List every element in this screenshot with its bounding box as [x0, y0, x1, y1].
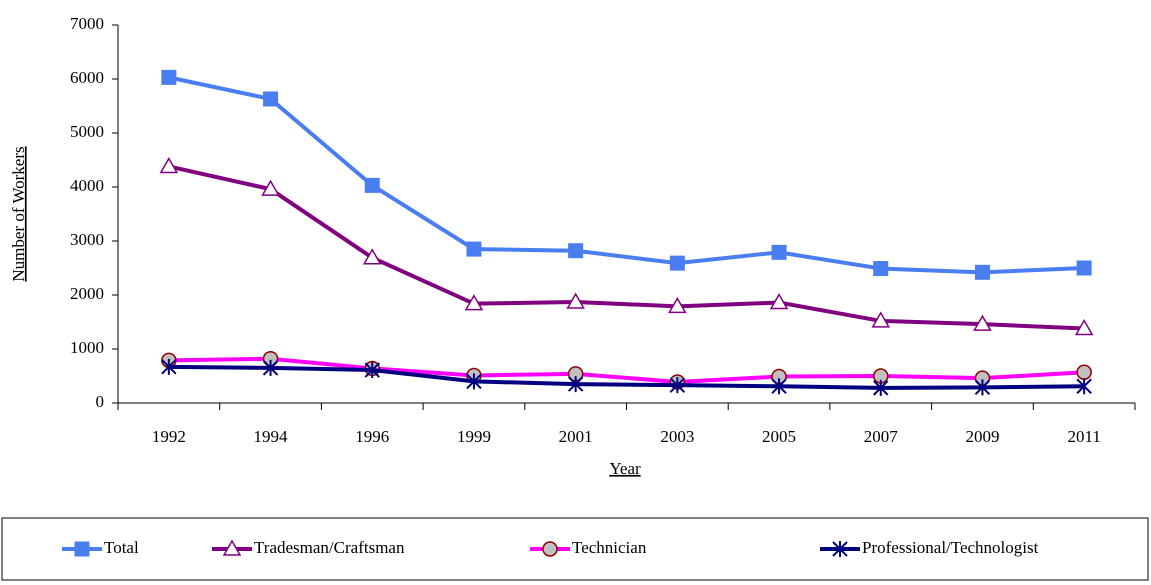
- y-tick-label: 3000: [70, 230, 104, 249]
- marker: [364, 177, 380, 193]
- marker: [222, 539, 242, 556]
- x-tick-label: 2007: [864, 427, 899, 446]
- x-tick-label: 1992: [152, 427, 186, 446]
- marker: [832, 541, 848, 557]
- x-tick-label: 2005: [762, 427, 796, 446]
- marker: [668, 296, 687, 314]
- marker: [466, 241, 482, 257]
- marker: [159, 156, 179, 174]
- marker: [262, 359, 279, 376]
- marker: [1074, 318, 1094, 336]
- x-tick-label: 2011: [1067, 427, 1100, 446]
- legend-label: Tradesman/Craftsman: [254, 538, 405, 557]
- marker: [566, 292, 585, 309]
- x-tick-label: 1994: [254, 427, 289, 446]
- legend-box: [1, 517, 1149, 581]
- marker: [261, 179, 280, 196]
- marker: [769, 293, 789, 310]
- marker: [362, 248, 382, 265]
- marker: [1076, 260, 1092, 276]
- y-axis-label: Number of Workers: [9, 146, 28, 281]
- marker: [542, 541, 558, 557]
- marker: [464, 294, 484, 311]
- marker: [161, 69, 177, 85]
- marker: [161, 358, 177, 375]
- x-tick-label: 1999: [457, 427, 491, 446]
- marker: [771, 244, 787, 260]
- x-tick-label: 2003: [660, 427, 694, 446]
- y-tick-label: 6000: [70, 68, 104, 87]
- marker: [973, 314, 992, 331]
- marker: [1076, 364, 1092, 380]
- marker: [974, 264, 990, 280]
- series-line: [168, 356, 1085, 384]
- series-line: [168, 364, 1085, 390]
- marker: [669, 255, 685, 271]
- marker: [568, 243, 584, 259]
- marker: [567, 376, 584, 393]
- y-tick-label: 5000: [70, 122, 104, 141]
- y-tick-label: 1000: [70, 338, 104, 357]
- legend-label: Professional/Technologist: [862, 538, 1039, 557]
- x-axis-label: Year: [609, 459, 641, 478]
- marker: [871, 311, 891, 328]
- x-tick-label: 2001: [559, 427, 593, 446]
- marker: [364, 362, 380, 379]
- marker: [466, 373, 482, 390]
- marker: [974, 379, 991, 396]
- y-tick-label: 2000: [70, 284, 104, 303]
- marker: [263, 91, 279, 107]
- x-tick-label: 2009: [965, 427, 999, 446]
- y-tick-label: 4000: [70, 176, 104, 195]
- marker: [873, 379, 889, 396]
- x-tick-label: 1996: [355, 427, 389, 446]
- marker: [873, 261, 889, 277]
- series-line: [168, 75, 1085, 275]
- series-line: [168, 164, 1085, 331]
- marker: [771, 378, 787, 395]
- legend-label: Total: [104, 538, 139, 557]
- y-tick-label: 0: [96, 392, 105, 411]
- marker: [1076, 378, 1092, 395]
- y-tick-label: 7000: [70, 14, 104, 33]
- marker: [74, 541, 90, 557]
- marker: [669, 377, 686, 394]
- legend-label: Technician: [572, 538, 647, 557]
